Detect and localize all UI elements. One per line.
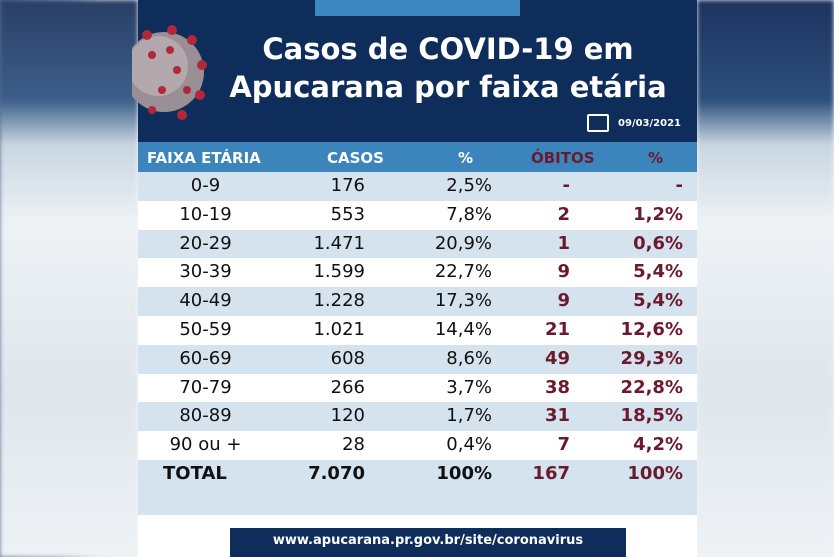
header-obitos: ÓBITOS [531, 149, 595, 167]
cell-casos: 266 [330, 376, 365, 398]
cell-faixa: 40-49 [179, 290, 232, 312]
blurred-background-right [697, 0, 834, 557]
top-tab [315, 0, 520, 16]
cell-pct-casos: 20,9% [434, 232, 492, 254]
header-pct-obitos: % [648, 149, 664, 167]
calendar-icon [587, 114, 609, 132]
cell-pct-casos: 0,4% [446, 434, 492, 456]
cell-pct-obitos: 0,6% [633, 232, 683, 254]
table-row: 10-19 553 7,8% 2 1,2% [138, 200, 697, 230]
cell-faixa: 70-79 [179, 376, 232, 398]
cell-casos: 7.070 [308, 463, 365, 484]
table-row: 80-89 120 1,7% 31 18,5% [138, 402, 697, 432]
cell-obitos: - [562, 175, 570, 196]
cell-obitos: 2 [557, 203, 570, 225]
cell-casos: 608 [330, 347, 365, 369]
cell-obitos: 49 [544, 347, 570, 369]
cell-pct-obitos: 29,3% [620, 347, 683, 369]
cell-pct-casos: 17,3% [434, 290, 492, 312]
cell-obitos: 31 [544, 405, 570, 427]
page-title: Casos de COVID-19 em Apucarana por faixa… [208, 30, 688, 106]
cell-pct-obitos: 4,2% [633, 434, 683, 456]
cell-pct-casos: 2,5% [446, 175, 492, 196]
cell-pct-obitos: 100% [627, 463, 683, 484]
table-row: 20-29 1.471 20,9% 1 0,6% [138, 229, 697, 259]
cell-faixa: 90 ou + [169, 434, 242, 456]
cell-faixa: 60-69 [179, 347, 232, 369]
cell-pct-obitos: 22,8% [620, 376, 683, 398]
cell-obitos: 1 [557, 232, 570, 254]
cell-faixa: 50-59 [179, 319, 232, 340]
coronavirus-icon [132, 25, 207, 120]
cell-pct-obitos: 5,4% [633, 290, 683, 312]
table-row: 90 ou + 28 0,4% 7 4,2% [138, 431, 697, 461]
cell-obitos: 9 [557, 290, 570, 312]
cell-casos: 1.599 [313, 261, 365, 283]
cell-obitos: 167 [532, 463, 570, 484]
table-row: 30-39 1.599 22,7% 9 5,4% [138, 258, 697, 288]
cell-obitos: 9 [557, 261, 570, 283]
header-pct-casos: % [458, 149, 474, 167]
cell-faixa: 10-19 [179, 203, 232, 225]
cell-casos: 553 [330, 203, 365, 225]
cell-pct-obitos: 18,5% [620, 405, 683, 427]
cell-casos: 176 [330, 175, 365, 196]
table-row: 60-69 608 8,6% 49 29,3% [138, 344, 697, 374]
cell-faixa: TOTAL [163, 463, 227, 484]
cell-casos: 1.228 [313, 290, 365, 312]
cell-casos: 1.471 [313, 232, 365, 254]
cell-casos: 28 [342, 434, 365, 456]
cell-pct-casos: 14,4% [434, 319, 492, 340]
table-row: 70-79 266 3,7% 38 22,8% [138, 373, 697, 403]
footer-url: www.apucarana.pr.gov.br/site/coronavirus [230, 528, 626, 557]
cell-pct-obitos: 1,2% [633, 203, 683, 225]
table-row: 50-59 1.021 14,4% 21 12,6% [138, 316, 697, 345]
header-casos: CASOS [327, 149, 384, 167]
cell-pct-casos: 1,7% [446, 405, 492, 427]
cell-casos: 120 [330, 405, 365, 427]
date-label: 09/03/2021 [618, 118, 681, 129]
cell-obitos: 38 [544, 376, 570, 398]
cell-pct-obitos: 5,4% [633, 261, 683, 283]
cell-pct-casos: 8,6% [446, 347, 492, 369]
cell-obitos: 7 [557, 434, 570, 456]
table-header: FAIXA ETÁRIA CASOS % ÓBITOS % [138, 142, 697, 172]
table-row: 40-49 1.228 17,3% 9 5,4% [138, 287, 697, 317]
cell-pct-casos: 100% [436, 463, 492, 484]
cell-faixa: 0-9 [190, 175, 221, 196]
cell-pct-obitos: 12,6% [620, 319, 683, 340]
header-banner: Casos de COVID-19 em Apucarana por faixa… [132, 0, 697, 142]
cell-pct-casos: 22,7% [434, 261, 492, 283]
infographic-card: Casos de COVID-19 em Apucarana por faixa… [132, 0, 697, 557]
blurred-background-left [0, 0, 138, 557]
cell-obitos: 21 [544, 319, 570, 340]
header-faixa: FAIXA ETÁRIA [147, 149, 261, 167]
cell-casos: 1.021 [313, 319, 365, 340]
cell-pct-casos: 7,8% [446, 203, 492, 225]
cell-faixa: 30-39 [179, 261, 232, 283]
title-line-1: Casos de COVID-19 em [262, 32, 634, 66]
total-row: TOTAL 7.070 100% 167 100% [138, 460, 697, 515]
cell-pct-obitos: - [675, 175, 683, 196]
cell-pct-casos: 3,7% [446, 376, 492, 398]
cell-faixa: 80-89 [179, 405, 232, 427]
title-line-2: Apucarana por faixa etária [229, 70, 667, 104]
table-row: 0-9 176 2,5% - - [138, 172, 697, 201]
cell-faixa: 20-29 [179, 232, 232, 254]
